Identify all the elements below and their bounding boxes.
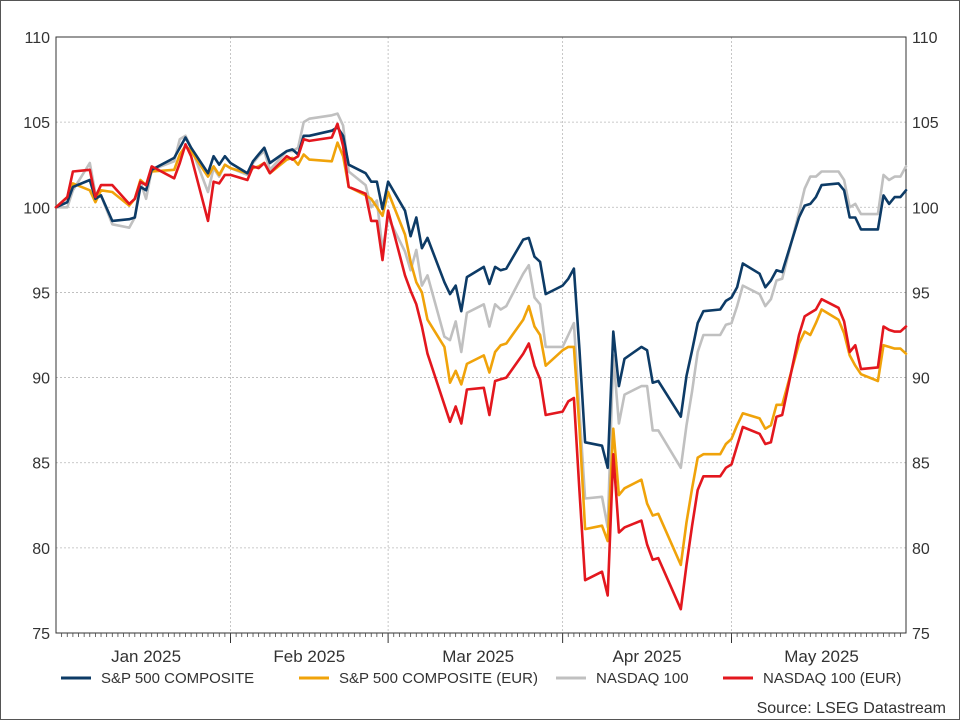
series-line-3: [54, 122, 908, 611]
x-tick-label: Feb 2025: [273, 647, 345, 666]
y-tick-label-left: 100: [23, 200, 50, 217]
source-note: Source: LSEG Datastream: [757, 700, 946, 717]
y-tick-label-left: 110: [24, 30, 50, 47]
y-tick-label-right: 105: [912, 115, 939, 132]
y-tick-label-right: 110: [912, 30, 938, 47]
series-line-2: [54, 112, 908, 529]
y-tick-label-right: 85: [912, 456, 930, 473]
legend-label: NASDAQ 100: [596, 670, 689, 687]
legend-label: S&P 500 COMPOSITE: [101, 670, 254, 687]
x-tick-label: Mar 2025: [442, 647, 514, 666]
y-tick-label-right: 100: [912, 200, 939, 217]
y-tick-label-right: 95: [912, 285, 930, 302]
series-line-1: [54, 141, 908, 567]
series-lines: [54, 112, 908, 611]
x-tick-label: May 2025: [784, 647, 859, 666]
y-tick-label-right: 80: [912, 541, 930, 558]
y-tick-label-left: 90: [32, 371, 50, 388]
y-tick-label-left: 80: [32, 541, 50, 558]
series-line-0: [54, 126, 908, 470]
plot-area-border: [55, 36, 907, 634]
legend-label: S&P 500 COMPOSITE (EUR): [339, 670, 538, 687]
grid: [56, 36, 906, 634]
x-tick-label: Jan 2025: [111, 647, 181, 666]
y-tick-label-right: 90: [912, 371, 930, 388]
legend: S&P 500 COMPOSITE S&P 500 COMPOSITE (EUR)…: [61, 670, 901, 687]
axes: 75 75 80 80 85 85 90 90 95 95 100 100 105 105 110 110 Ja…: [23, 30, 939, 666]
y-tick-label-left: 75: [32, 626, 50, 643]
legend-label: NASDAQ 100 (EUR): [763, 670, 901, 687]
y-tick-label-left: 95: [32, 285, 50, 302]
x-tick-label: Apr 2025: [613, 647, 682, 666]
y-tick-label-left: 85: [32, 456, 50, 473]
y-tick-label-right: 75: [912, 626, 930, 643]
y-tick-label-left: 105: [23, 115, 50, 132]
